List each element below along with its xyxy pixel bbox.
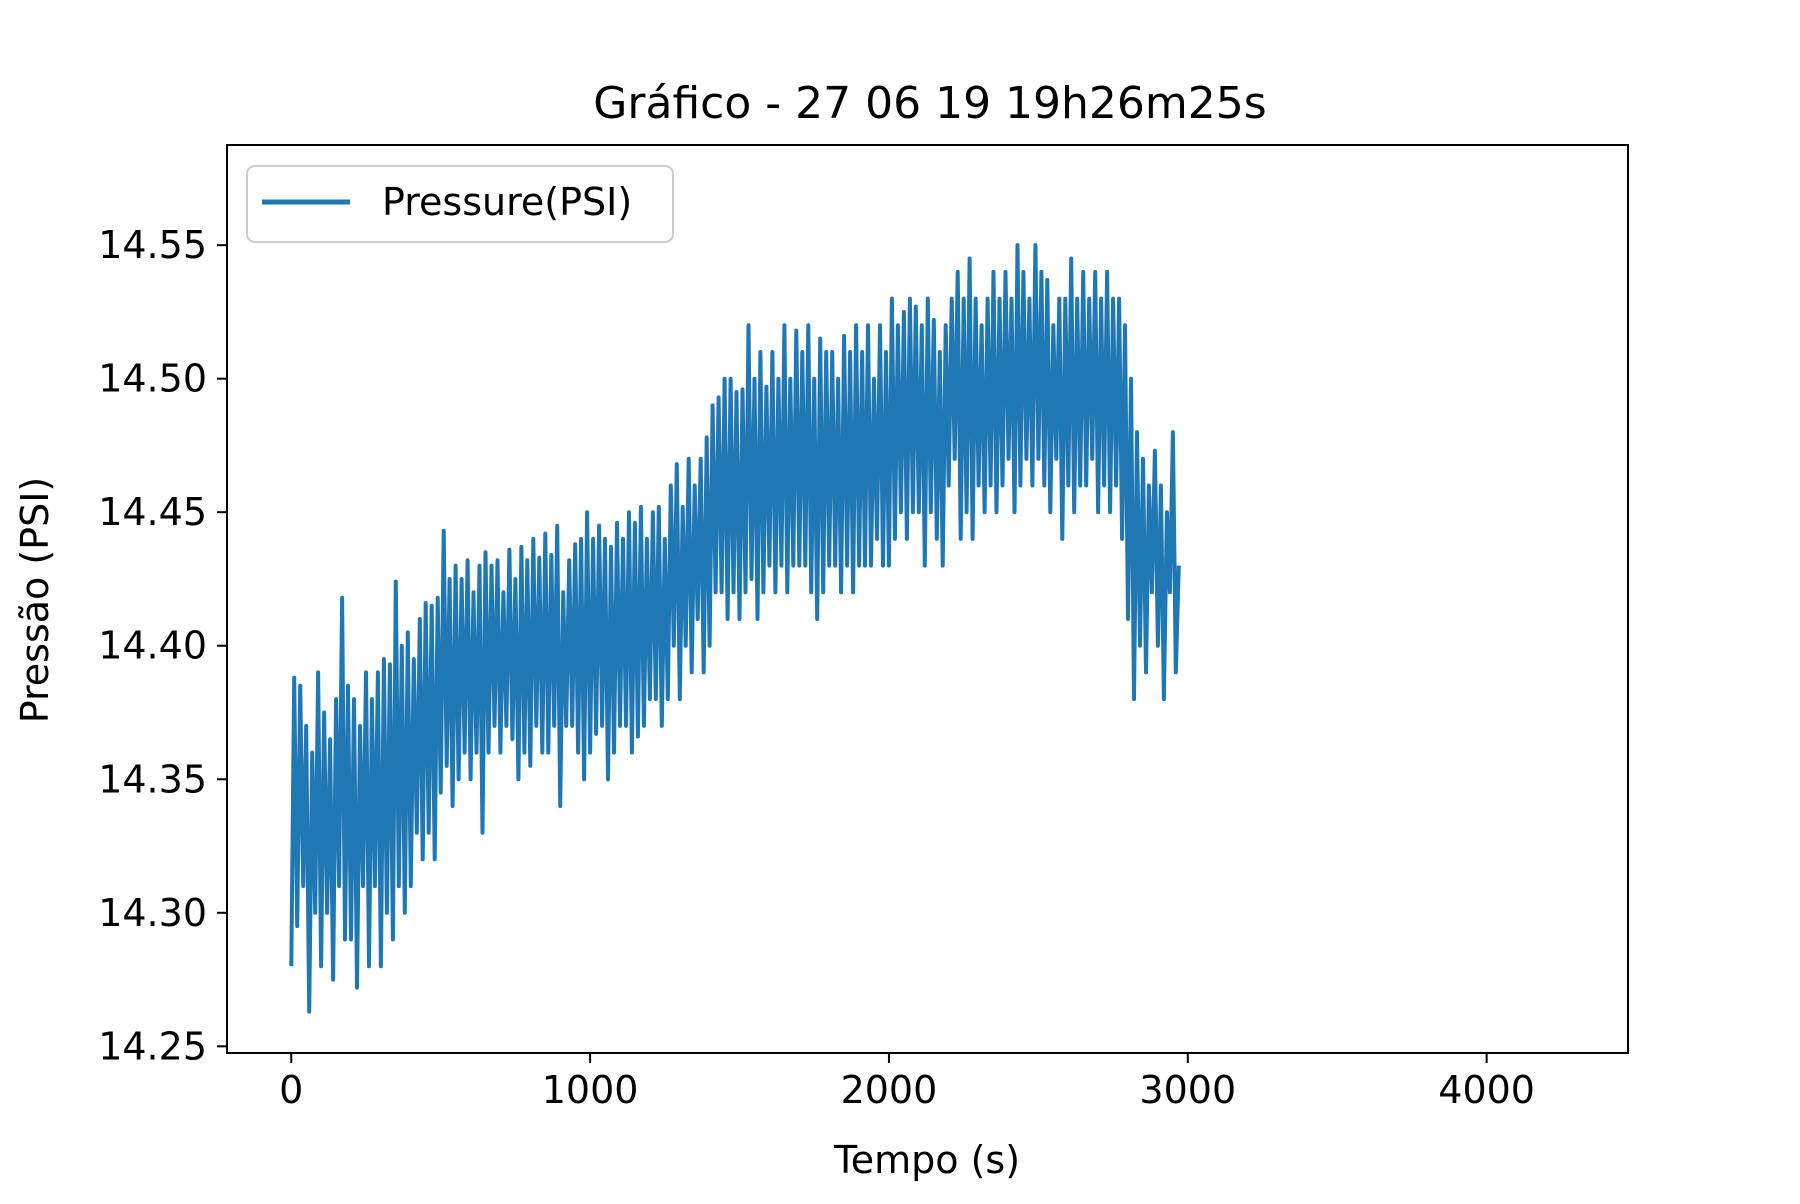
x-tick-label: 1000 xyxy=(542,1068,639,1112)
x-tick-label: 4000 xyxy=(1438,1068,1535,1112)
y-tick-label: 14.30 xyxy=(98,891,207,935)
x-axis-label: Tempo (s) xyxy=(833,1138,1020,1182)
y-tick-label: 14.55 xyxy=(98,223,207,267)
x-tick-label: 2000 xyxy=(841,1068,938,1112)
y-tick-label: 14.40 xyxy=(98,624,207,668)
x-tick-label: 3000 xyxy=(1139,1068,1236,1112)
axes: 0 1000 2000 3000 4000 14.25 14.30 14.35 14.40 14.… xyxy=(98,144,1629,1112)
y-tick-label: 14.50 xyxy=(98,357,207,401)
x-tick-label: 0 xyxy=(279,1068,303,1112)
plot-area xyxy=(289,243,1181,1014)
legend: Pressure(PSI) xyxy=(246,165,674,243)
legend-frame xyxy=(246,165,674,243)
axes-frame xyxy=(226,144,1629,1054)
series-line-0 xyxy=(289,243,1181,1014)
chart-title: Gráfico - 27 06 19 19h26m25s xyxy=(593,78,1266,129)
y-axis-label: Pressão (PSI) xyxy=(13,477,57,724)
y-tick-label: 14.35 xyxy=(98,757,207,801)
y-tick-label: 14.25 xyxy=(98,1024,207,1068)
y-tick-label: 14.45 xyxy=(98,490,207,534)
legend-label: Pressure(PSI) xyxy=(382,180,632,224)
